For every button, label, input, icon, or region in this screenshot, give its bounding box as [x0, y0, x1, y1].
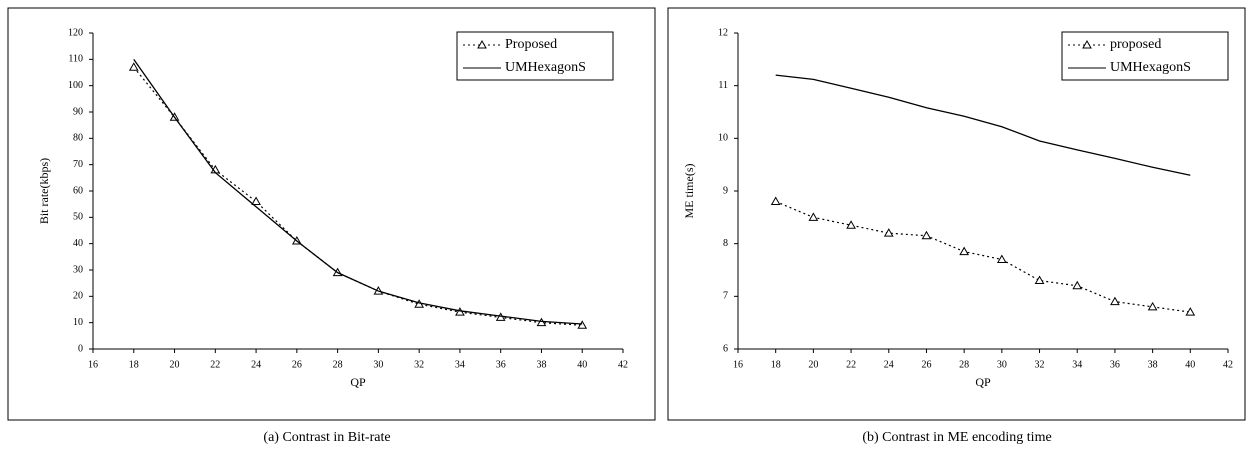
y-tick-label: 110 [68, 54, 83, 65]
data-point [1110, 296, 1120, 306]
data-point [1185, 307, 1196, 316]
x-tick-label: 18 [771, 359, 781, 370]
y-tick-label: 120 [68, 27, 83, 38]
caption: (a) Contrast in Bit-rate [263, 430, 390, 445]
x-tick-label: 20 [170, 359, 180, 370]
x-tick-label: 30 [373, 359, 383, 370]
x-tick-label: 24 [251, 359, 261, 370]
data-point [1072, 280, 1083, 290]
y-tick-label: 30 [73, 264, 83, 275]
x-tick-label: 42 [618, 359, 628, 370]
x-tick-label: 34 [455, 359, 465, 370]
y-tick-label: 100 [68, 80, 83, 91]
legend-label: UMHexagonS [505, 60, 586, 75]
legend-label: proposed [1110, 37, 1161, 52]
x-axis-label: QP [975, 375, 991, 389]
y-tick-label: 60 [73, 185, 83, 196]
legend-box [1061, 31, 1229, 81]
x-tick-label: 18 [129, 359, 139, 370]
data-point [846, 220, 856, 229]
y-tick-label: 80 [73, 133, 83, 144]
y-tick-label: 70 [73, 159, 83, 170]
data-point [883, 228, 894, 237]
data-point [959, 246, 970, 256]
x-tick-label: 28 [333, 359, 343, 370]
series-line [133, 58, 583, 325]
x-tick-label: 38 [1148, 359, 1158, 370]
y-tick-label: 0 [78, 343, 83, 354]
data-point [577, 320, 588, 329]
data-point [996, 254, 1007, 263]
x-tick-label: 36 [496, 359, 506, 370]
x-tick-label: 40 [577, 359, 587, 370]
caption: (b) Contrast in ME encoding time [862, 430, 1051, 445]
legend-marker [1082, 39, 1092, 49]
data-point [251, 196, 261, 206]
y-tick-label: 7 [723, 291, 728, 302]
x-tick-label: 34 [1072, 359, 1082, 370]
y-tick-label: 20 [73, 291, 83, 302]
x-tick-label: 26 [921, 359, 931, 370]
series-line [775, 200, 1191, 313]
x-tick-label: 22 [846, 359, 856, 370]
y-tick-label: 50 [73, 212, 83, 223]
y-tick-label: 12 [718, 27, 728, 38]
x-tick-label: 36 [1110, 359, 1120, 370]
legend-label: Proposed [505, 37, 557, 52]
data-point [536, 317, 547, 327]
legend-box [456, 31, 614, 81]
x-tick-label: 22 [210, 359, 220, 370]
y-tick-label: 10 [718, 133, 728, 144]
x-tick-label: 32 [1035, 359, 1045, 370]
x-tick-label: 16 [733, 359, 743, 370]
x-tick-label: 42 [1223, 359, 1233, 370]
chart-frame [7, 7, 656, 421]
data-point [128, 62, 139, 71]
y-tick-label: 11 [718, 80, 728, 91]
legend-marker [477, 39, 487, 49]
x-axis-label: QP [350, 375, 366, 389]
y-tick-label: 40 [73, 238, 83, 249]
data-point [808, 212, 819, 221]
x-tick-label: 20 [808, 359, 818, 370]
y-tick-label: 9 [723, 185, 728, 196]
data-point [770, 196, 781, 206]
data-point [921, 230, 932, 240]
x-tick-label: 26 [292, 359, 302, 370]
series-line [775, 74, 1191, 176]
x-tick-label: 32 [414, 359, 424, 370]
y-tick-label: 90 [73, 106, 83, 117]
x-tick-label: 30 [997, 359, 1007, 370]
x-tick-label: 28 [959, 359, 969, 370]
y-tick-label: 8 [723, 238, 728, 249]
x-tick-label: 24 [884, 359, 894, 370]
y-tick-label: 6 [723, 343, 728, 354]
y-tick-label: 10 [73, 317, 83, 328]
legend-label: UMHexagonS [1110, 60, 1191, 75]
y-axis-label: Bit rate(kbps) [37, 158, 51, 224]
y-axis-label: ME time(s) [682, 164, 696, 219]
x-tick-label: 38 [536, 359, 546, 370]
x-tick-label: 40 [1185, 359, 1195, 370]
chart-frame [667, 7, 1246, 421]
data-point [1034, 275, 1045, 285]
x-tick-label: 16 [88, 359, 98, 370]
series-line [133, 66, 583, 326]
data-point [1147, 301, 1158, 311]
